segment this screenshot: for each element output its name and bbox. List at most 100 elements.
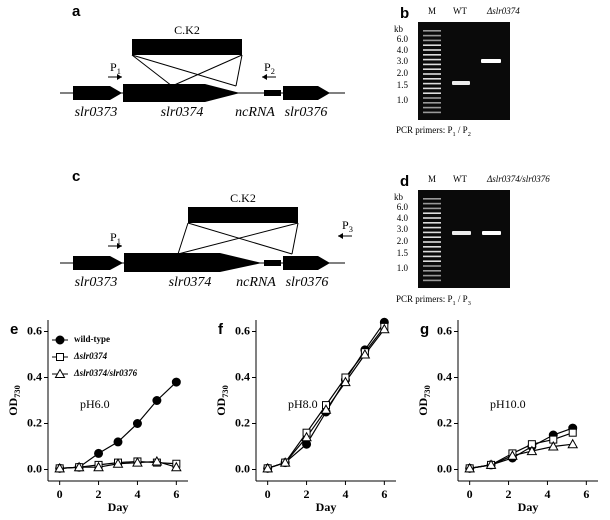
y-tick-label: 0.4: [437, 369, 452, 383]
panel-letter: f: [218, 321, 224, 338]
insert-line: [131, 54, 173, 87]
x-tick-label: 6: [583, 487, 589, 501]
x-tick-label: 6: [173, 487, 179, 501]
insert-box: [188, 207, 298, 223]
size-label: 4.0: [397, 213, 409, 223]
charts: e0.00.20.40.60 2 4 6DayOD730pH6.0wild-typeΔ…: [6, 317, 598, 514]
ladder-band: [423, 246, 441, 248]
y-tick-label: 0.0: [27, 461, 42, 475]
size-label: 6.0: [397, 202, 409, 212]
ladder-band: [423, 250, 441, 253]
ladder-band: [423, 265, 441, 267]
legend-label: Δslr0374: [73, 351, 108, 361]
marker: [301, 431, 312, 442]
line-chart: f 0.0 0.2 0.4 0.6 0 2 4 6 Day OD730 pH8.0: [214, 317, 396, 514]
gene-arrow: [73, 256, 123, 270]
ladder-band: [423, 63, 441, 66]
x-tick-label: 0: [467, 487, 473, 501]
ladder-band: [423, 231, 441, 234]
panel-b: b M WT Δslr0374 kb6.04.03.0 2.0 1.5 1.0 PCR prim…: [394, 5, 520, 138]
gel-caption: PCR primers: P1 / P2: [396, 125, 471, 138]
ladder-band: [423, 44, 441, 46]
size-unit: kb: [394, 24, 404, 34]
text-part: PCR primers: P: [396, 294, 453, 304]
text-part: 730: [423, 385, 432, 398]
marker: [132, 457, 143, 467]
x-tick-label: 4: [544, 487, 550, 501]
marker: [526, 445, 538, 456]
text-part: P: [264, 60, 271, 74]
y-axis-label: OD730: [416, 385, 432, 416]
ladder-band: [423, 34, 441, 37]
ladder-band: [423, 217, 441, 219]
marker: [54, 368, 66, 378]
gene-label: slr0374: [169, 275, 212, 290]
gene-label: slr0376: [286, 275, 329, 290]
ladder-band: [423, 198, 441, 200]
text-part: 2: [468, 131, 471, 138]
marker: [464, 462, 476, 473]
text-part: 1: [453, 300, 456, 307]
primer-arrow: [338, 233, 343, 239]
marker: [132, 419, 142, 428]
marker: [171, 377, 181, 387]
x-tick-label: 2: [304, 487, 310, 501]
ladder-band: [423, 73, 441, 75]
y-tick-label: 0.2: [437, 415, 452, 429]
marker: [152, 396, 162, 405]
marker: [507, 450, 518, 460]
marker: [93, 461, 104, 472]
panel-letter: c: [72, 168, 80, 185]
y-tick-label: 0.2: [27, 415, 42, 429]
gel-image: [418, 190, 510, 288]
gene-arrow: [123, 84, 240, 102]
text-part: 1: [453, 131, 456, 138]
dna-band: [481, 59, 501, 63]
text-part: P: [110, 60, 117, 74]
insert-line: [177, 222, 189, 255]
ladder-band: [423, 102, 441, 104]
x-tick-label: 2: [506, 487, 512, 501]
gene-arrow: [124, 253, 262, 272]
marker: [359, 348, 371, 359]
ncrna-bar: [264, 90, 281, 96]
primer-label: P2: [264, 60, 275, 76]
x-axis-label: Day: [108, 500, 129, 514]
ladder-band: [423, 111, 441, 114]
y-tick-label: 0.0: [235, 461, 250, 475]
marker: [567, 438, 579, 449]
insert-label: C.K2: [174, 23, 200, 37]
marker: [113, 437, 123, 447]
primer-label: P1: [110, 60, 121, 76]
y-axis-label: OD730: [214, 385, 230, 416]
marker: [262, 462, 274, 473]
size-label: 6.0: [397, 34, 409, 44]
insert-line: [177, 222, 299, 255]
primer-label: P3: [342, 218, 353, 234]
y-tick-label: 0.6: [235, 323, 250, 337]
marker: [73, 461, 85, 472]
y-axis-label: OD730: [6, 385, 22, 416]
ladder-band: [423, 92, 441, 94]
y-tick-label: 0.4: [27, 369, 42, 383]
panel-a: a C.K2 slr0373 slr0374 ncRNA slr0376 P1 …: [60, 3, 345, 120]
marker: [340, 376, 351, 387]
y-tick-label: 0.6: [437, 323, 452, 337]
line-chart: g 0.0 0.2 0.4 0.6 0 2 4 6 Day OD730 pH10.0: [416, 320, 598, 514]
lane-label: M: [428, 174, 436, 184]
ladder-band: [423, 226, 441, 229]
panel-letter: b: [400, 5, 409, 22]
series-line: [59, 381, 177, 469]
text-part: 1: [117, 67, 121, 76]
size-label: 2.0: [397, 68, 409, 78]
gel-caption: PCR primers: P1 / P3: [396, 294, 471, 307]
dna-band: [482, 231, 501, 235]
marker: [568, 428, 577, 437]
annotation: pH8.0: [288, 397, 318, 411]
text-part: 730: [221, 385, 230, 398]
lane-label: WT: [453, 174, 467, 184]
marker: [170, 461, 182, 472]
text-part: 730: [13, 385, 22, 398]
legend-label: wild-type: [74, 334, 110, 344]
primer-arrow: [117, 243, 122, 249]
